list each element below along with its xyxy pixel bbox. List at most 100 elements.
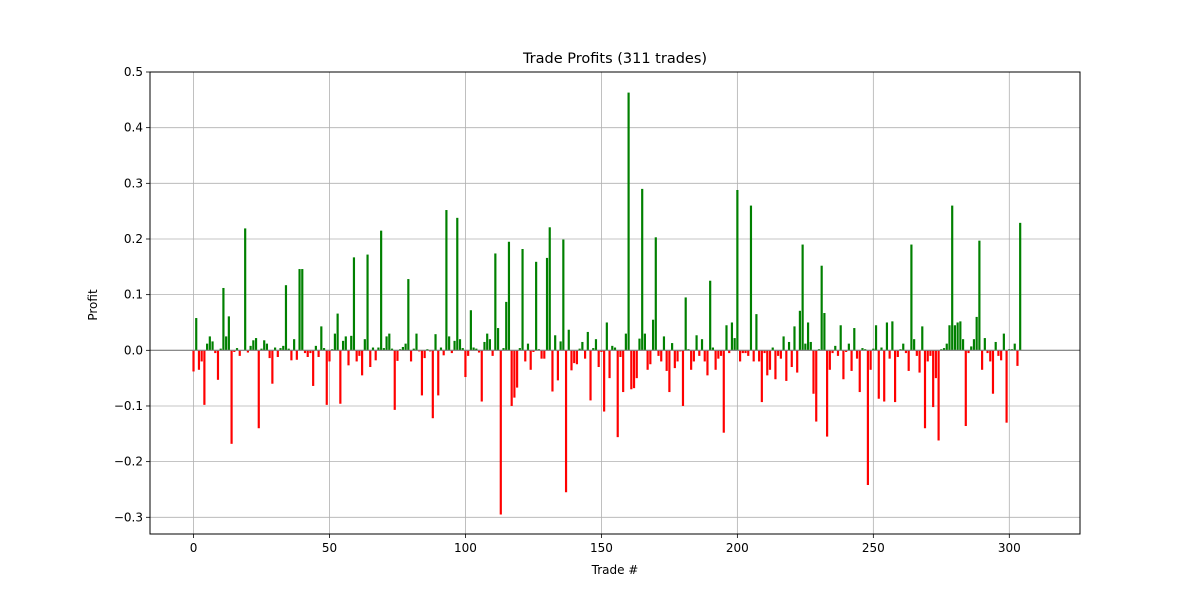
bar-trade-152 bbox=[605, 322, 608, 351]
bar-trade-237 bbox=[836, 350, 840, 356]
x-tick-label: 150 bbox=[590, 541, 613, 555]
bar-trade-78 bbox=[404, 343, 407, 351]
bar-trade-181 bbox=[684, 297, 687, 351]
bar-trade-97 bbox=[456, 217, 459, 351]
bar-trade-186 bbox=[698, 350, 701, 356]
bar-trade-264 bbox=[910, 244, 913, 351]
bar-trade-201 bbox=[739, 350, 742, 362]
bar-trade-174 bbox=[665, 350, 668, 371]
bar-trade-6 bbox=[208, 336, 211, 351]
y-tick-label: 0.1 bbox=[124, 288, 143, 302]
bar-trade-107 bbox=[483, 341, 486, 351]
bar-trade-123 bbox=[526, 343, 530, 351]
bar-trade-285 bbox=[967, 350, 970, 354]
bar-trade-80 bbox=[409, 350, 413, 362]
y-tick-label: 0.3 bbox=[124, 176, 143, 190]
bar-trade-55 bbox=[341, 340, 345, 351]
bar-trade-234 bbox=[828, 350, 831, 370]
bar-trade-59 bbox=[352, 257, 356, 351]
bar-trade-105 bbox=[477, 350, 481, 353]
bar-trade-102 bbox=[469, 310, 472, 351]
bar-trade-126 bbox=[535, 261, 538, 351]
bar-trade-166 bbox=[643, 333, 646, 351]
bar-trade-141 bbox=[575, 350, 579, 365]
bar-trade-137 bbox=[564, 350, 568, 493]
bar-trade-44 bbox=[312, 350, 315, 386]
bar-trade-226 bbox=[806, 322, 810, 351]
bar-trade-20 bbox=[246, 350, 249, 353]
bar-trade-128 bbox=[540, 350, 543, 359]
x-tick-label: 200 bbox=[726, 541, 749, 555]
bar-trade-110 bbox=[491, 350, 494, 356]
bar-trade-187 bbox=[700, 339, 704, 351]
bar-trade-192 bbox=[714, 350, 717, 370]
bar-trade-161 bbox=[630, 350, 633, 390]
bar-trade-136 bbox=[562, 239, 565, 351]
bar-trade-62 bbox=[361, 350, 364, 376]
bar-trade-29 bbox=[271, 350, 274, 384]
bar-trade-64 bbox=[366, 254, 369, 351]
bar-trade-276 bbox=[942, 348, 946, 351]
y-tick-label: 0.2 bbox=[124, 232, 143, 246]
bar-trade-173 bbox=[662, 336, 666, 351]
bar-trade-1 bbox=[195, 318, 198, 351]
bar-trade-54 bbox=[339, 350, 342, 404]
bar-trade-215 bbox=[777, 350, 780, 356]
bar-trade-47 bbox=[320, 326, 323, 351]
bar-trade-82 bbox=[415, 333, 418, 351]
bar-trade-103 bbox=[472, 347, 475, 351]
bar-trade-197 bbox=[728, 350, 731, 354]
bar-trade-250 bbox=[872, 348, 875, 351]
bar-trade-14 bbox=[230, 350, 233, 444]
bar-trade-249 bbox=[869, 350, 872, 370]
bar-trade-210 bbox=[763, 350, 766, 354]
bar-trade-72 bbox=[388, 333, 391, 351]
bar-trade-8 bbox=[214, 350, 217, 354]
bar-trade-30 bbox=[274, 347, 277, 351]
bar-trade-61 bbox=[358, 350, 361, 356]
bar-trade-303 bbox=[1016, 350, 1019, 366]
bar-trade-262 bbox=[904, 350, 908, 354]
bar-trade-163 bbox=[635, 350, 638, 379]
bar-trade-25 bbox=[260, 348, 263, 351]
bar-trade-236 bbox=[834, 345, 837, 351]
bar-trade-160 bbox=[627, 92, 630, 351]
bar-trade-104 bbox=[475, 348, 478, 351]
bar-trade-217 bbox=[782, 336, 785, 351]
bar-trade-15 bbox=[233, 350, 236, 352]
bar-trade-53 bbox=[336, 313, 339, 351]
bar-trade-92 bbox=[442, 350, 445, 356]
bar-trade-184 bbox=[692, 350, 695, 362]
bar-trade-263 bbox=[907, 350, 910, 371]
bar-trade-177 bbox=[673, 350, 676, 369]
bar-trade-109 bbox=[488, 339, 491, 351]
bar-trade-60 bbox=[355, 350, 358, 362]
bar-trade-269 bbox=[923, 350, 927, 429]
bar-trade-35 bbox=[287, 348, 290, 351]
bar-trade-2 bbox=[197, 350, 201, 370]
bar-trade-95 bbox=[450, 350, 453, 354]
bar-trade-70 bbox=[382, 348, 385, 351]
bar-trade-12 bbox=[225, 336, 228, 351]
bar-trade-239 bbox=[842, 350, 845, 380]
bar-trade-111 bbox=[494, 253, 497, 351]
bar-trade-212 bbox=[768, 350, 772, 370]
bar-trade-203 bbox=[744, 350, 747, 354]
bar-trade-159 bbox=[624, 333, 627, 351]
bar-trade-140 bbox=[573, 350, 576, 364]
bar-trade-175 bbox=[668, 350, 671, 393]
bar-trade-195 bbox=[722, 350, 725, 433]
bar-trade-155 bbox=[613, 347, 617, 351]
bar-trade-114 bbox=[502, 348, 505, 351]
bar-trade-57 bbox=[347, 350, 350, 366]
bar-trade-218 bbox=[785, 350, 788, 381]
bar-trade-267 bbox=[918, 350, 921, 373]
bar-trade-46 bbox=[317, 350, 320, 357]
bar-trade-138 bbox=[567, 329, 570, 351]
bar-trade-150 bbox=[600, 350, 603, 352]
bar-trade-157 bbox=[619, 350, 622, 357]
bar-trade-238 bbox=[839, 325, 842, 351]
bar-trade-241 bbox=[847, 343, 850, 351]
bar-trade-73 bbox=[390, 348, 394, 351]
